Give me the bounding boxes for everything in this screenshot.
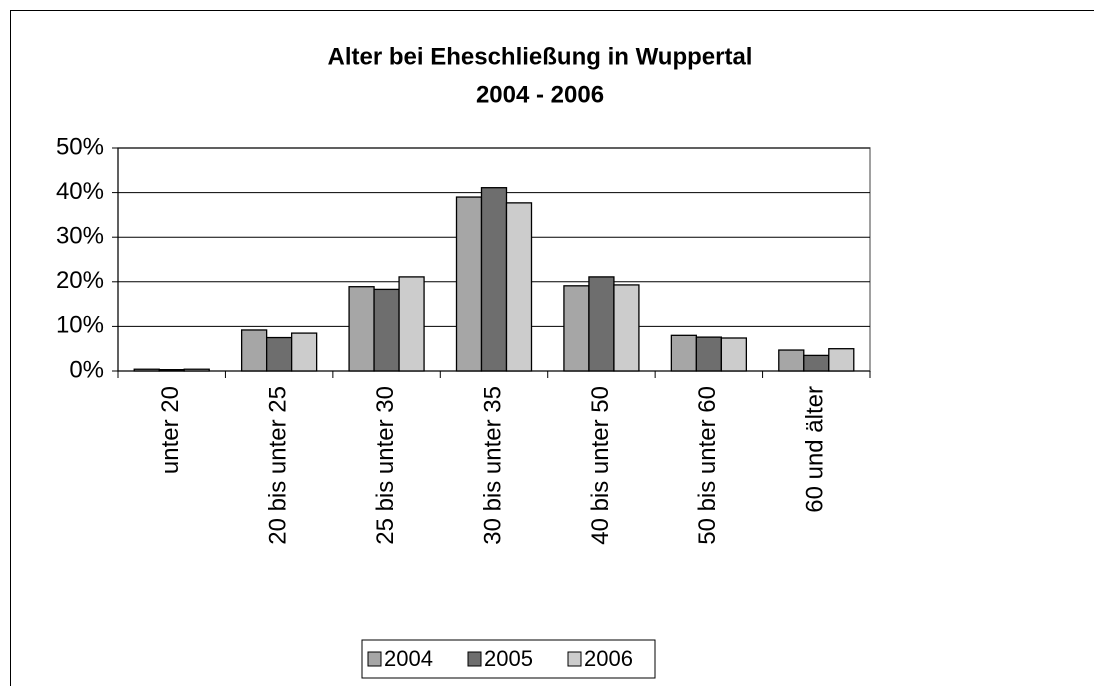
legend-swatch: [467, 651, 482, 667]
legend-label: 2006: [584, 646, 633, 671]
x-tick-label: 25 bis unter 30: [372, 386, 399, 545]
bar: [133, 368, 160, 372]
chart-title: 2004 - 2006: [476, 81, 604, 108]
y-tick-label: 40%: [56, 178, 104, 205]
legend-label: 2005: [484, 646, 533, 671]
bar: [290, 332, 318, 372]
legend-box: [361, 639, 656, 679]
bar: [803, 354, 830, 372]
bar: [398, 276, 425, 372]
chart-title: Alter bei Eheschließung in Wuppertal: [328, 43, 753, 70]
bar: [828, 348, 855, 372]
bar: [778, 349, 805, 372]
bar: [505, 202, 533, 372]
x-tick-label: unter 20: [157, 386, 184, 474]
y-tick-label: 0%: [69, 356, 104, 383]
bar: [455, 196, 483, 372]
x-tick-label: 60 und älter: [802, 386, 829, 513]
y-tick-label: 30%: [56, 223, 104, 250]
bar: [695, 336, 723, 372]
x-tick-label: 30 bis unter 35: [479, 386, 506, 545]
bar: [720, 337, 748, 372]
legend-swatch: [367, 651, 382, 667]
bar: [373, 288, 400, 372]
bar: [588, 276, 615, 372]
bar: [613, 284, 640, 372]
bar: [348, 286, 375, 372]
bar: [480, 187, 508, 372]
bar: [240, 329, 268, 372]
y-tick-label: 10%: [56, 312, 104, 339]
x-tick-label: 40 bis unter 50: [587, 386, 614, 545]
x-tick-label: 50 bis unter 60: [694, 386, 721, 545]
bar: [670, 334, 698, 372]
bar: [563, 285, 590, 372]
y-tick-label: 50%: [56, 133, 104, 160]
y-tick-label: 20%: [56, 267, 104, 294]
legend-label: 2004: [384, 646, 433, 671]
bar: [265, 336, 293, 372]
bar: [183, 368, 210, 372]
legend-swatch: [567, 651, 582, 667]
x-tick-label: 20 bis unter 25: [264, 386, 291, 545]
bar: [158, 369, 185, 372]
